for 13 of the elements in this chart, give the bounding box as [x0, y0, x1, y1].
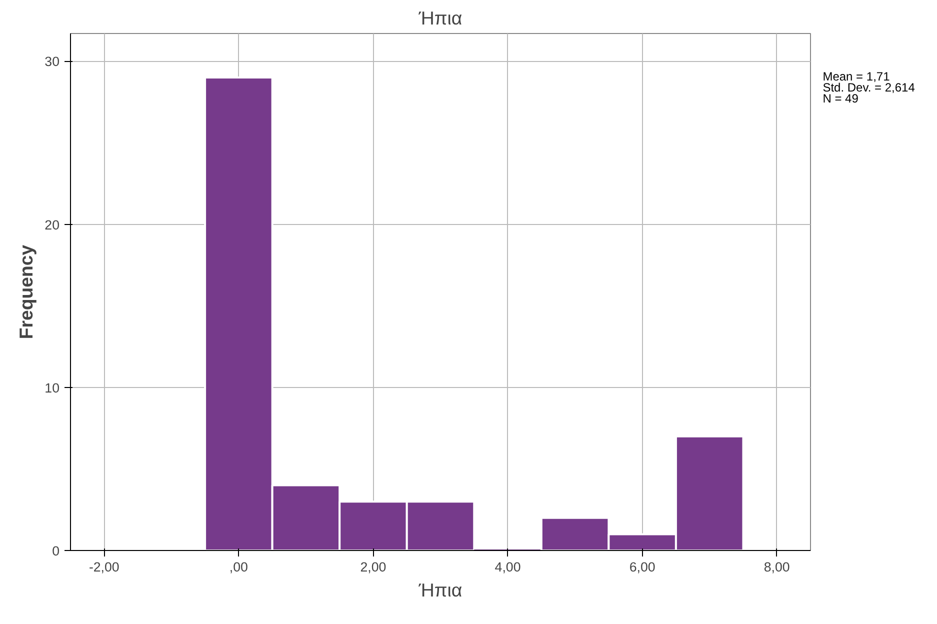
x-tick-label: -2,00	[88, 560, 120, 574]
x-tick-label: ,00	[229, 560, 248, 574]
y-axis-title: Frequency	[16, 244, 37, 340]
y-tick-label: 0	[52, 544, 60, 558]
x-axis-title: Ήπια	[418, 580, 462, 600]
y-tick-label: 20	[44, 217, 60, 232]
chart-title: Ήπια	[418, 8, 462, 28]
y-tick-label: 30	[44, 54, 60, 70]
x-tick-label: 4,00	[494, 560, 521, 574]
y-tick-label: 10	[44, 380, 60, 396]
x-tick-label: 6,00	[629, 560, 656, 574]
x-tick-label: 2,00	[360, 560, 386, 574]
x-tick-label: 8,00	[764, 560, 790, 574]
